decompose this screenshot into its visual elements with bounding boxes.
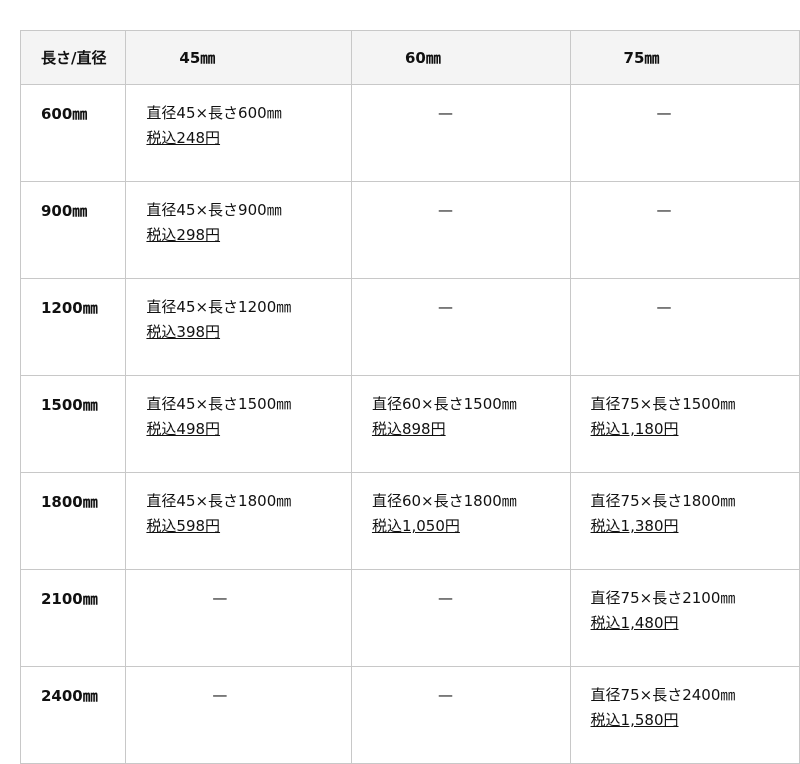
product-name: 直径45×長さ600㎜ (146, 104, 282, 122)
table-row: 1800㎜ 直径45×長さ1800㎜ 税込598円 直径60×長さ1800㎜ 税込1,0… (19, 472, 800, 570)
row-label: 600㎜ (19, 84, 127, 182)
unavailable-cell: — (350, 569, 571, 667)
product-cell: 直径45×長さ1800㎜ 税込598円 (125, 472, 352, 570)
unavailable-cell: — (569, 278, 800, 376)
price-link[interactable]: 税込298円 (146, 226, 221, 244)
product-cell: 直径75×長さ2400㎜ 税込1,580円 (569, 666, 800, 764)
header-45mm: 45㎜ (125, 30, 352, 85)
price-link[interactable]: 税込1,380円 (590, 517, 679, 535)
price-link[interactable]: 税込1,580円 (590, 711, 679, 729)
product-name: 直径75×長さ2400㎜ (590, 686, 736, 704)
product-name: 直径45×長さ900㎜ (146, 201, 282, 219)
row-label: 1200㎜ (19, 278, 127, 376)
product-cell: 直径45×長さ900㎜ 税込298円 (125, 181, 352, 279)
unavailable-cell: — (350, 666, 571, 764)
table-row: 900㎜ 直径45×長さ900㎜ 税込298円 — — (19, 181, 800, 279)
row-label: 900㎜ (19, 181, 127, 279)
price-link[interactable]: 税込1,480円 (590, 614, 679, 632)
unavailable-cell: — (350, 84, 571, 182)
table-row: 1200㎜ 直径45×長さ1200㎜ 税込398円 — — (19, 278, 800, 376)
product-name: 直径75×長さ2100㎜ (590, 589, 736, 607)
unavailable-cell: — (350, 278, 571, 376)
row-label: 2400㎜ (19, 666, 127, 764)
price-link[interactable]: 税込248円 (146, 129, 221, 147)
product-cell: 直径75×長さ1500㎜ 税込1,180円 (569, 375, 800, 473)
unavailable-cell: — (350, 181, 571, 279)
row-label: 1500㎜ (19, 375, 127, 473)
price-table: 長さ/直径 45㎜ 60㎜ 75㎜ 600㎜ 直径45×長さ600㎜ 税込248円 —… (19, 30, 800, 764)
price-link[interactable]: 税込398円 (146, 323, 221, 341)
table-row: 2400㎜ — — 直径75×長さ2400㎜ 税込1,580円 (19, 666, 800, 764)
product-cell: 直径45×長さ1500㎜ 税込498円 (125, 375, 352, 473)
header-75mm: 75㎜ (569, 30, 800, 85)
price-link[interactable]: 税込498円 (146, 420, 221, 438)
row-label: 1800㎜ (19, 472, 127, 570)
product-name: 直径60×長さ1500㎜ (371, 395, 517, 413)
price-link[interactable]: 税込898円 (371, 420, 446, 438)
product-name: 直径45×長さ1200㎜ (146, 298, 292, 316)
header-60mm: 60㎜ (350, 30, 571, 85)
product-name: 直径75×長さ1800㎜ (590, 492, 736, 510)
table-row: 1500㎜ 直径45×長さ1500㎜ 税込498円 直径60×長さ1500㎜ 税込898… (19, 375, 800, 473)
unavailable-cell: — (569, 181, 800, 279)
product-cell: 直径75×長さ2100㎜ 税込1,480円 (569, 569, 800, 667)
table-row: 2100㎜ — — 直径75×長さ2100㎜ 税込1,480円 (19, 569, 800, 667)
price-link[interactable]: 税込598円 (146, 517, 221, 535)
unavailable-cell: — (125, 666, 352, 764)
header-row: 長さ/直径 45㎜ 60㎜ 75㎜ (19, 30, 800, 85)
table-row: 600㎜ 直径45×長さ600㎜ 税込248円 — — (19, 84, 800, 182)
product-name: 直径60×長さ1800㎜ (371, 492, 517, 510)
row-label: 2100㎜ (19, 569, 127, 667)
product-cell: 直径60×長さ1800㎜ 税込1,050円 (350, 472, 571, 570)
product-name: 直径45×長さ1500㎜ (146, 395, 292, 413)
price-link[interactable]: 税込1,180円 (590, 420, 679, 438)
product-cell: 直径75×長さ1800㎜ 税込1,380円 (569, 472, 800, 570)
product-cell: 直径45×長さ600㎜ 税込248円 (125, 84, 352, 182)
unavailable-cell: — (125, 569, 352, 667)
product-cell: 直径45×長さ1200㎜ 税込398円 (125, 278, 352, 376)
product-name: 直径75×長さ1500㎜ (590, 395, 736, 413)
price-link[interactable]: 税込1,050円 (371, 517, 460, 535)
unavailable-cell: — (569, 84, 800, 182)
product-name: 直径45×長さ1800㎜ (146, 492, 292, 510)
header-length-diameter: 長さ/直径 (19, 30, 127, 85)
product-cell: 直径60×長さ1500㎜ 税込898円 (350, 375, 571, 473)
